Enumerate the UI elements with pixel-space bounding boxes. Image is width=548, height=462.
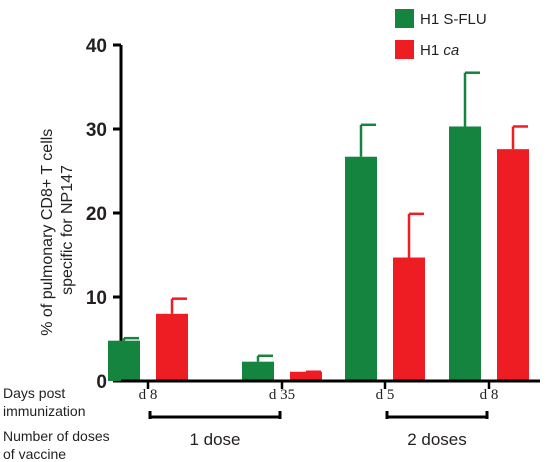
bar-series-1 xyxy=(345,156,377,381)
bars xyxy=(108,71,529,381)
bar-series-2 xyxy=(156,313,188,381)
x-axis: d 8 d 35 d 5 d 8 xyxy=(121,379,540,403)
number-of-doses-label: Number of doses of vaccine xyxy=(3,428,114,462)
y-tick-label: 40 xyxy=(86,36,107,57)
x-tick-label: d 8 xyxy=(139,387,158,403)
y-tick-label: 20 xyxy=(86,204,107,225)
legend-label-series-1: H1 S-FLU xyxy=(420,11,487,28)
dose-groups: 1 dose 2 doses xyxy=(148,411,489,449)
legend: H1 S-FLU H1 ca xyxy=(395,9,487,59)
days-post-label: Days post immunization xyxy=(3,385,85,419)
bar-series-2 xyxy=(290,371,322,381)
y-tick-label: 0 xyxy=(96,372,107,393)
y-axis-label: % of pulmonary CD8+ T cells specific for… xyxy=(39,124,76,336)
x-tick-label: d 35 xyxy=(269,387,295,403)
group-label: 1 dose xyxy=(189,430,240,449)
legend-swatch-series-2 xyxy=(395,40,414,59)
legend-swatch-series-1 xyxy=(395,9,414,28)
bar-series-1 xyxy=(242,361,274,381)
bar-series-1 xyxy=(108,340,140,381)
bar-series-1 xyxy=(449,126,481,381)
legend-label-series-2: H1 ca xyxy=(420,42,459,59)
y-tick-label: 10 xyxy=(86,288,107,309)
bar-series-2 xyxy=(497,149,529,381)
x-tick-label: d 5 xyxy=(376,387,395,403)
x-tick-label: d 8 xyxy=(480,387,499,403)
bar-series-2 xyxy=(393,257,425,381)
y-tick-label: 30 xyxy=(86,120,107,141)
group-label: 2 doses xyxy=(407,430,467,449)
y-axis: 0 10 20 30 40 xyxy=(86,36,123,393)
